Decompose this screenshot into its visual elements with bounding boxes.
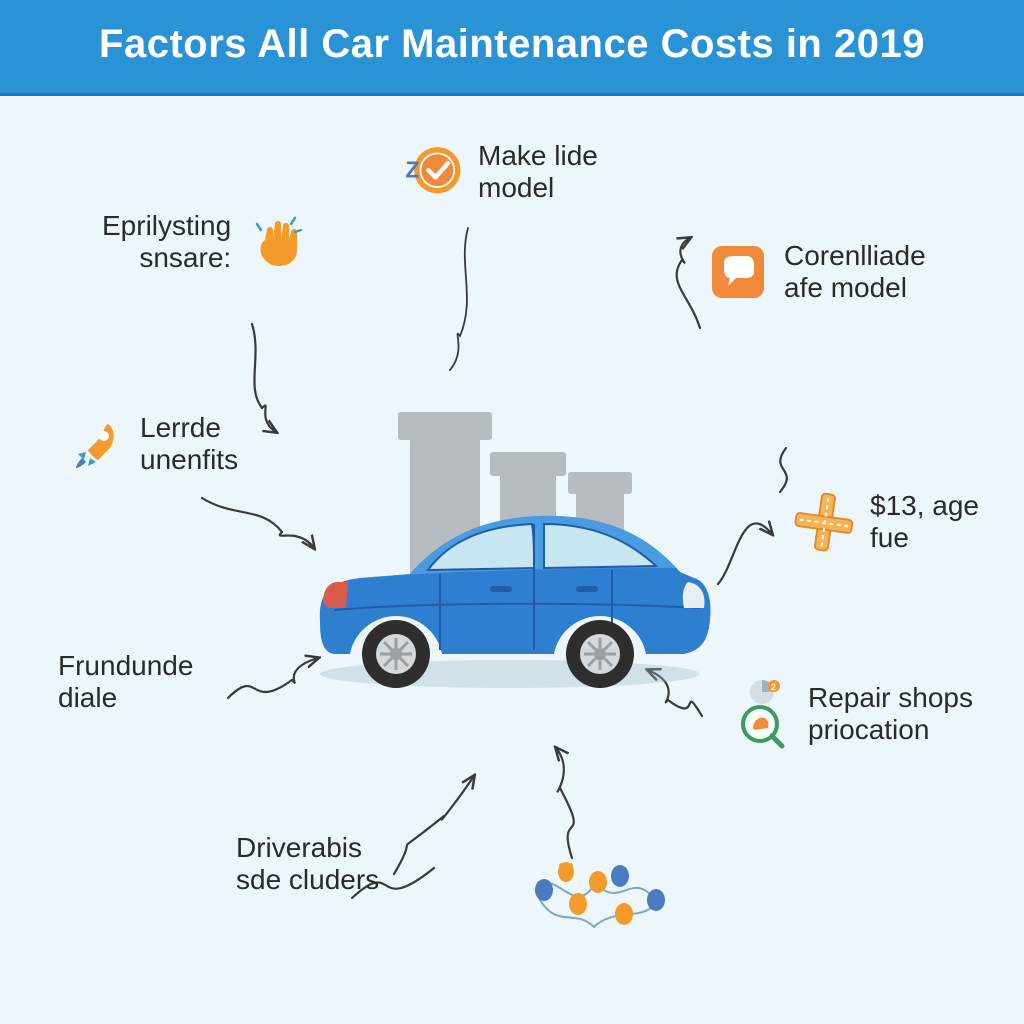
arrow-network [560, 788, 574, 858]
center-illustration [290, 412, 730, 692]
factor-label: Repair shopspriocation [808, 682, 973, 746]
factor-label: Corenlliadeafe model [784, 240, 926, 304]
chat-box-icon [706, 240, 770, 304]
arrow-frundunde [228, 680, 292, 698]
factor-label: $13, agefue [870, 490, 979, 554]
factor-corenlliade: Corenlliadeafe model [706, 240, 926, 304]
factor-eprilysting: Eprilystingsnsare: [102, 210, 309, 274]
factor-age-fue: $13, agefue [792, 490, 979, 554]
arrow-makelide-string [450, 228, 468, 370]
arrow-eprilysting [252, 324, 262, 408]
factor-label: Driverabissde cluders [236, 832, 379, 896]
page-title: Factors All Car Maintenance Costs in 201… [99, 22, 925, 66]
factor-label: Eprilystingsnsare: [102, 210, 231, 274]
arrow-corenlliade-tail [680, 238, 690, 263]
factor-label: Lerrdeunenfits [140, 412, 238, 476]
arrow-agefue-curl [780, 448, 787, 492]
svg-text:Z: Z [405, 157, 419, 183]
page-header: Factors All Car Maintenance Costs in 201… [0, 0, 1024, 96]
factor-label: Make lidemodel [478, 140, 598, 204]
magnify-icon: 2 [730, 682, 794, 746]
arrow-network-tail [556, 748, 564, 792]
factor-network [524, 852, 674, 942]
arrow-eprilysting-tail [262, 405, 276, 432]
car-illustration [290, 482, 730, 702]
cross-x-icon [792, 490, 856, 554]
factor-repair-shops: 2 Repair shopspriocation [730, 682, 973, 746]
rocket-icon [62, 412, 126, 476]
factor-lerrde: Lerrdeunenfits [62, 412, 238, 476]
arrow-repair [668, 700, 702, 716]
factor-label: Frundundediale [58, 650, 193, 714]
factor-driverabis: Driverabissde cluders [236, 832, 379, 896]
svg-text:2: 2 [771, 682, 776, 692]
arrow-driverabis-a [394, 816, 444, 874]
infographic-canvas: Eprilystingsnsare: Z Make lidemode [0, 92, 1024, 1024]
arrow-corenlliade [677, 260, 700, 328]
arrow-driverabis-tail [442, 776, 474, 820]
silhouette-building [490, 452, 566, 476]
hand-icon [245, 210, 309, 274]
factor-frundunde: Frundundediale [58, 650, 193, 714]
factor-make-lide: Z Make lidemodel [400, 140, 598, 204]
network-icon [524, 852, 674, 942]
arrow-lerrde [202, 498, 282, 532]
check-z-icon: Z [400, 140, 464, 204]
silhouette-building [398, 412, 492, 440]
